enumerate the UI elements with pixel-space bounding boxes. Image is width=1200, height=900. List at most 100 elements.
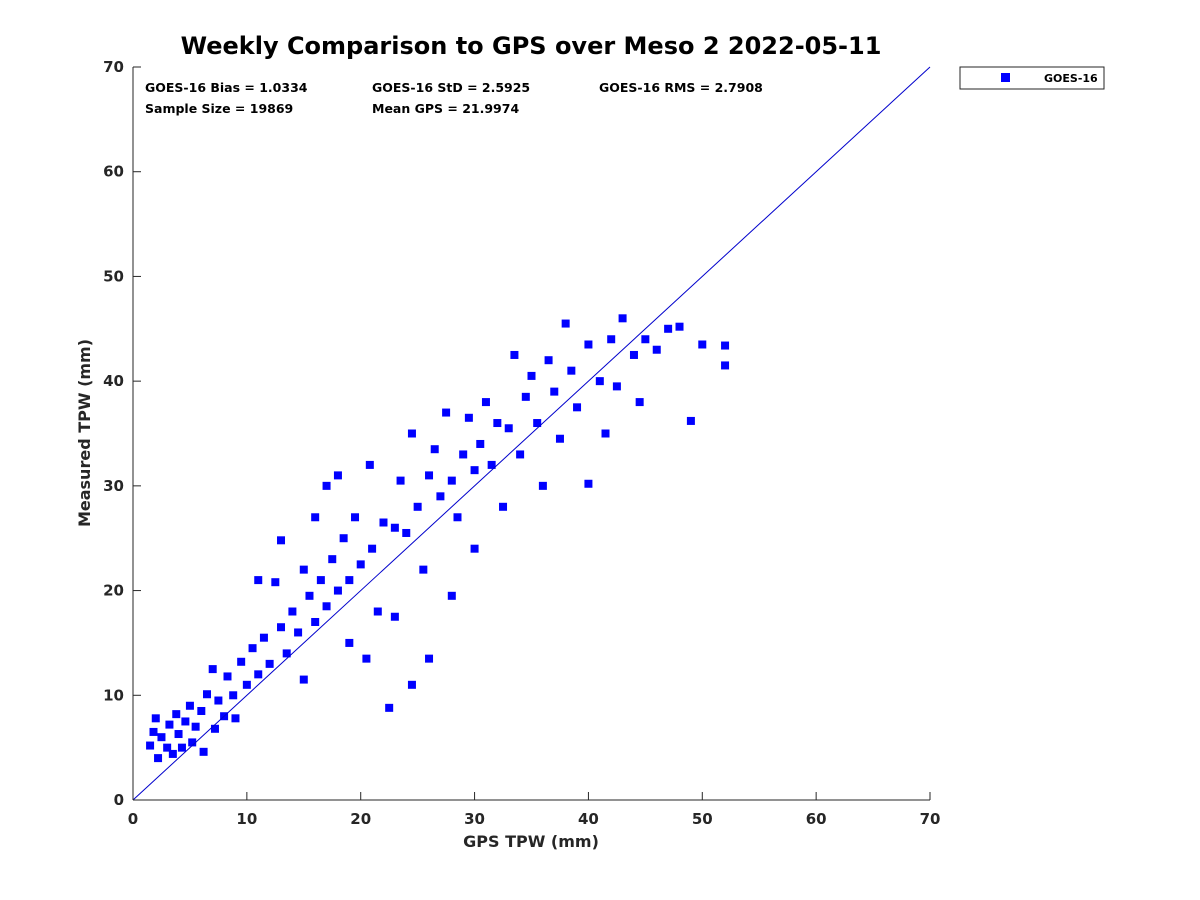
scatter-point xyxy=(322,602,331,611)
scatter-point xyxy=(271,578,280,587)
scatter-point xyxy=(396,476,405,485)
x-tick-label: 20 xyxy=(350,810,371,828)
scatter-point xyxy=(149,727,158,736)
scatter-point xyxy=(453,513,462,522)
scatter-point xyxy=(516,450,525,459)
scatter-point xyxy=(157,733,166,742)
y-tick-label: 20 xyxy=(103,582,124,600)
scatter-point xyxy=(316,576,325,585)
scatter-point xyxy=(721,361,730,370)
scatter-point xyxy=(277,536,286,545)
stat-bias: GOES-16 Bias = 1.0334 xyxy=(145,80,308,95)
scatter-point xyxy=(168,749,177,758)
scatter-point xyxy=(629,350,638,359)
scatter-point xyxy=(254,670,263,679)
scatter-point xyxy=(345,576,354,585)
stat-rms: GOES-16 RMS = 2.7908 xyxy=(599,80,763,95)
legend-box xyxy=(959,66,1105,90)
scatter-point xyxy=(322,481,331,490)
scatter-point xyxy=(311,513,320,522)
scatter-point xyxy=(390,523,399,532)
scatter-point xyxy=(686,416,695,425)
scatter-point xyxy=(675,322,684,331)
scatter-point xyxy=(333,586,342,595)
scatter-point xyxy=(214,696,223,705)
scatter-point xyxy=(698,340,707,349)
scatter-point xyxy=(197,706,206,715)
scatter-point xyxy=(470,466,479,475)
scatter-point xyxy=(555,434,564,443)
scatter-point xyxy=(476,439,485,448)
scatter-point xyxy=(223,672,232,681)
scatter-point xyxy=(231,714,240,723)
scatter-point xyxy=(447,476,456,485)
scatter-point xyxy=(311,617,320,626)
scatter-point xyxy=(584,479,593,488)
legend-marker-icon xyxy=(1001,73,1010,82)
scatter-point xyxy=(172,710,181,719)
scatter-point xyxy=(464,413,473,422)
chart-title: Weekly Comparison to GPS over Meso 2 202… xyxy=(181,32,882,60)
scatter-point xyxy=(510,350,519,359)
scatter-point xyxy=(154,754,163,763)
scatter-point xyxy=(584,340,593,349)
scatter-point xyxy=(527,371,536,380)
one-to-one-line xyxy=(132,66,931,801)
scatter-point xyxy=(146,741,155,750)
legend-label: GOES-16 xyxy=(1044,72,1098,85)
scatter-point xyxy=(521,392,530,401)
scatter-point xyxy=(470,544,479,553)
scatter-point xyxy=(407,680,416,689)
scatter-point xyxy=(635,398,644,407)
x-axis-label: GPS TPW (mm) xyxy=(463,832,599,851)
scatter-point xyxy=(229,691,238,700)
scatter-point xyxy=(607,335,616,344)
scatter-point xyxy=(493,419,502,428)
scatter-point xyxy=(237,657,246,666)
y-axis-label: Measured TPW (mm) xyxy=(75,339,94,527)
x-tick-label: 30 xyxy=(464,810,485,828)
scatter-point xyxy=(333,471,342,480)
scatter-point xyxy=(612,382,621,391)
scatter-point xyxy=(265,659,274,668)
scatter-point xyxy=(163,743,172,752)
scatter-point xyxy=(294,628,303,637)
scatter-point xyxy=(288,607,297,616)
axes xyxy=(132,67,930,801)
scatter-point xyxy=(419,565,428,574)
scatter-point xyxy=(356,560,365,569)
scatter-point xyxy=(595,377,604,386)
scatter-point xyxy=(188,738,197,747)
scatter-point xyxy=(305,591,314,600)
scatter-point xyxy=(185,701,194,710)
scatter-point xyxy=(544,356,553,365)
scatter-point xyxy=(504,424,513,433)
scatter-point xyxy=(373,607,382,616)
scatter-point xyxy=(379,518,388,527)
scatter-point xyxy=(199,747,208,756)
scatter-point xyxy=(442,408,451,417)
x-tick-label: 0 xyxy=(128,810,138,828)
scatter-point xyxy=(299,675,308,684)
scatter-point xyxy=(481,398,490,407)
y-ticks: 0 10 20 30 40 50 60 70 xyxy=(103,58,141,809)
scatter-point xyxy=(533,419,542,428)
scatter-point xyxy=(499,502,508,511)
data-points xyxy=(146,314,730,763)
x-tick-label: 10 xyxy=(236,810,257,828)
scatter-point xyxy=(487,460,496,469)
scatter-point xyxy=(618,314,627,323)
scatter-point xyxy=(248,644,257,653)
y-tick-label: 60 xyxy=(103,163,124,181)
scatter-point xyxy=(402,528,411,537)
scatter-point xyxy=(339,534,348,543)
scatter-point xyxy=(203,690,212,699)
scatter-point xyxy=(721,341,730,350)
scatter-point xyxy=(254,576,263,585)
scatter-point xyxy=(362,654,371,663)
scatter-point xyxy=(407,429,416,438)
y-tick-label: 40 xyxy=(103,372,124,390)
stats-block: GOES-16 Bias = 1.0334 GOES-16 StD = 2.59… xyxy=(145,80,763,116)
scatter-point xyxy=(191,722,200,731)
scatter-point xyxy=(181,717,190,726)
